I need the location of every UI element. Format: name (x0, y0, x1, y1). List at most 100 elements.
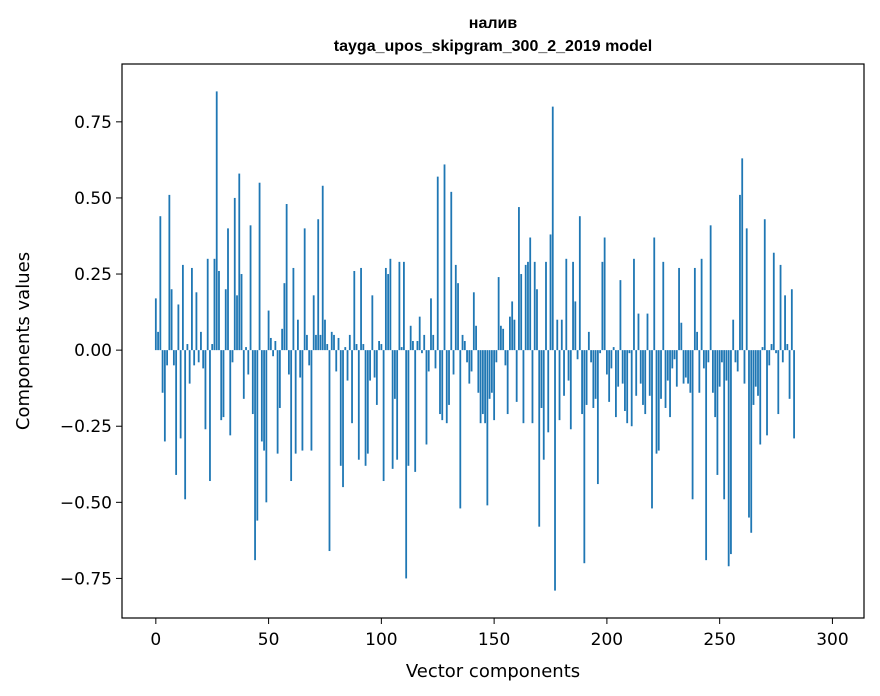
bar (222, 350, 225, 418)
bar (793, 350, 795, 439)
bar (265, 350, 268, 503)
bar (748, 350, 750, 518)
bar (545, 261, 547, 351)
bar (768, 350, 771, 366)
bar (732, 319, 735, 351)
bar (691, 350, 694, 500)
bar (759, 350, 762, 445)
bar (197, 350, 200, 363)
bar (308, 350, 311, 366)
bar (790, 289, 793, 351)
bar (628, 350, 631, 354)
bar (578, 216, 581, 351)
bar (247, 350, 250, 375)
bar (601, 261, 604, 351)
plot-frame (121, 63, 865, 619)
bar (786, 344, 789, 351)
bar (177, 304, 180, 351)
bar (554, 350, 556, 591)
bar (556, 319, 559, 351)
bar (405, 350, 408, 579)
bar (499, 325, 502, 351)
bar (301, 350, 304, 451)
bar (549, 234, 552, 351)
bar (705, 350, 708, 561)
bar (574, 301, 577, 351)
bar (213, 258, 216, 351)
bar (696, 331, 698, 351)
bar (450, 191, 453, 351)
bar (245, 347, 247, 351)
bar (761, 347, 764, 351)
bar (423, 334, 426, 351)
bar (669, 350, 671, 418)
bar (159, 216, 162, 351)
bar (470, 350, 473, 372)
bar (202, 350, 205, 369)
bar (163, 350, 166, 442)
bar (351, 350, 353, 424)
bar (493, 350, 496, 421)
bar (533, 261, 536, 351)
bar (621, 350, 624, 384)
bar (486, 350, 489, 506)
chart-subtitle: tayga_upos_skipgram_300_2_2019 model (334, 38, 652, 55)
bar (463, 341, 466, 351)
bar (766, 350, 768, 436)
bar (610, 350, 613, 369)
bar (181, 264, 184, 351)
bar (269, 337, 272, 351)
bar (651, 350, 653, 509)
bar (664, 350, 667, 408)
bar (206, 258, 209, 351)
bar (220, 350, 223, 421)
bar (689, 350, 692, 393)
bar (454, 264, 457, 351)
bar (608, 350, 611, 402)
bar (362, 344, 365, 351)
bar (536, 289, 538, 351)
bar (326, 344, 329, 351)
bar (188, 350, 191, 384)
bar (287, 350, 290, 375)
bar (157, 331, 159, 351)
bar (745, 228, 748, 351)
bar (209, 350, 211, 482)
bar (687, 350, 689, 384)
bar (191, 267, 193, 351)
bar (637, 313, 640, 351)
bar (398, 261, 401, 351)
bar (384, 267, 387, 351)
bar (700, 258, 703, 351)
bar (218, 270, 220, 351)
bar (653, 237, 656, 351)
bar (166, 350, 168, 366)
bar (339, 350, 342, 466)
bar (407, 350, 410, 466)
bar (626, 350, 629, 424)
bar (452, 350, 455, 375)
bar (272, 350, 274, 357)
bar (373, 350, 376, 378)
bar (382, 350, 385, 482)
bar (723, 350, 726, 500)
bar (200, 331, 202, 351)
bar (461, 334, 464, 351)
bar (741, 158, 744, 351)
bar (644, 350, 647, 415)
x-tick-label: 0 (150, 630, 161, 650)
bar (258, 182, 261, 351)
bar (734, 350, 737, 363)
bar (743, 350, 746, 384)
bar (772, 252, 775, 351)
bar (475, 325, 477, 351)
bar (400, 347, 403, 351)
bar (540, 350, 543, 408)
bar (371, 295, 374, 351)
bar (240, 274, 243, 351)
bar (619, 280, 622, 351)
bar (412, 341, 414, 351)
bar (781, 350, 784, 363)
